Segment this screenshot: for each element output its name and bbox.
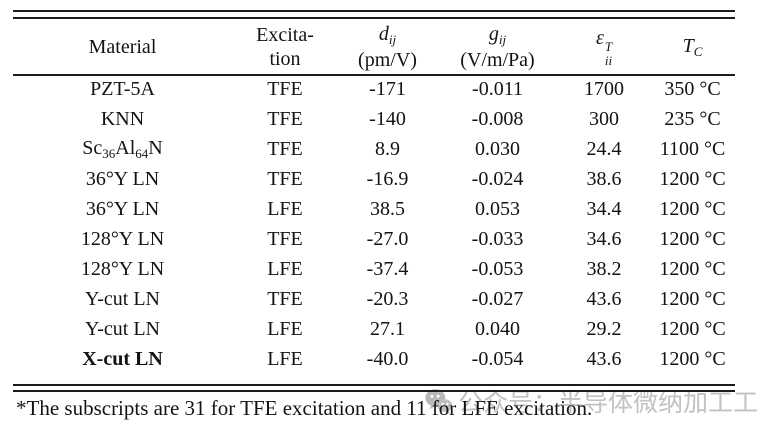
table-row: 36°Y LN LFE 38.5 0.053 34.4 1200 °C	[13, 194, 735, 224]
cell-d-coefficient: 38.5	[370, 197, 405, 220]
cell-excitation: TFE	[267, 77, 303, 100]
table-row: PZT-5A TFE -171 -0.011 1700 350 °C	[13, 74, 735, 104]
cell-curie-temperature: 1200 °C	[659, 287, 726, 310]
cell-curie-temperature: 235 °C	[664, 107, 721, 130]
table-row: X-cut LN LFE -40.0 -0.054 43.6 1200 °C	[13, 344, 735, 374]
cell-curie-temperature: 1200 °C	[659, 257, 726, 280]
cell-permittivity: 38.2	[586, 257, 622, 280]
cell-curie-temperature: 1200 °C	[659, 227, 726, 250]
cell-g-coefficient: -0.027	[471, 287, 524, 310]
header-material: Material	[88, 36, 157, 58]
cell-curie-temperature: 1200 °C	[659, 317, 726, 340]
cell-material: 36°Y LN	[85, 197, 160, 220]
cell-curie-temperature: 350 °C	[664, 77, 721, 100]
cell-permittivity: 300	[589, 107, 619, 130]
table-top-rule-1	[13, 10, 735, 12]
cell-d-coefficient: -40.0	[366, 347, 409, 370]
table-row: Y-cut LN TFE -20.3 -0.027 43.6 1200 °C	[13, 284, 735, 314]
table-header: Material Excita- tion dij (pm/V) gij (V/…	[13, 20, 735, 74]
cell-excitation: TFE	[267, 287, 303, 310]
cell-d-coefficient: -140	[369, 107, 406, 130]
watermark: 公众号：半导体微纳加工工厂	[424, 383, 758, 419]
table-row: Y-cut LN LFE 27.1 0.040 29.2 1200 °C	[13, 314, 735, 344]
cell-permittivity: 34.6	[586, 227, 622, 250]
cell-curie-temperature: 1100 °C	[659, 137, 726, 160]
cell-g-coefficient: -0.024	[471, 167, 524, 190]
cell-material: KNN	[100, 107, 145, 130]
materials-table: Material Excita- tion dij (pm/V) gij (V/…	[13, 20, 735, 374]
table-row: Sc36Al64N TFE 8.9 0.030 24.4 1100 °C	[13, 134, 735, 164]
cell-excitation: TFE	[267, 107, 303, 130]
cell-g-coefficient: -0.008	[471, 107, 524, 130]
cell-g-coefficient: 0.030	[475, 137, 520, 160]
cell-excitation: TFE	[267, 137, 303, 160]
table-row: KNN TFE -140 -0.008 300 235 °C	[13, 104, 735, 134]
table-footnote: *The subscripts are 31 for TFE excitatio…	[16, 396, 593, 420]
table-row: 36°Y LN TFE -16.9 -0.024 38.6 1200 °C	[13, 164, 735, 194]
table-header-rule	[13, 74, 735, 76]
cell-permittivity: 24.4	[586, 137, 622, 160]
table-row: 128°Y LN TFE -27.0 -0.033 34.6 1200 °C	[13, 224, 735, 254]
header-curie-temperature: TC	[682, 35, 703, 60]
cell-material: 36°Y LN	[85, 167, 160, 190]
cell-g-coefficient: -0.053	[471, 257, 524, 280]
cell-material: Y-cut LN	[85, 317, 160, 340]
cell-d-coefficient: 27.1	[370, 317, 405, 340]
cell-g-coefficient: -0.033	[471, 227, 524, 250]
cell-permittivity: 43.6	[586, 347, 622, 370]
table-bottom-rule-1	[13, 384, 735, 386]
header-row: Material Excita- tion dij (pm/V) gij (V/…	[13, 20, 735, 74]
header-excitation: Excita- tion	[256, 24, 314, 70]
cell-g-coefficient: -0.011	[472, 77, 523, 100]
cell-d-coefficient: 8.9	[375, 137, 400, 160]
cell-permittivity: 1700	[584, 77, 624, 100]
cell-excitation: TFE	[267, 227, 303, 250]
cell-permittivity: 34.4	[586, 197, 622, 220]
header-g-coefficient: gij (V/m/Pa)	[460, 23, 535, 71]
table-row: 128°Y LN LFE -37.4 -0.053 38.2 1200 °C	[13, 254, 735, 284]
table-bottom-rule-2	[13, 390, 735, 392]
cell-excitation: TFE	[267, 167, 303, 190]
cell-d-coefficient: -171	[369, 77, 406, 100]
cell-curie-temperature: 1200 °C	[659, 167, 726, 190]
wechat-icon	[425, 388, 453, 414]
cell-material: 128°Y LN	[80, 257, 165, 280]
table-top-rule-2	[13, 17, 735, 19]
cell-excitation: LFE	[267, 347, 303, 370]
cell-curie-temperature: 1200 °C	[659, 197, 726, 220]
cell-d-coefficient: -20.3	[366, 287, 409, 310]
cell-d-coefficient: -16.9	[366, 167, 409, 190]
watermark-text: 公众号：半导体微纳加工工厂	[458, 389, 758, 417]
cell-material: Sc36Al64N	[82, 136, 163, 161]
cell-g-coefficient: -0.054	[471, 347, 524, 370]
cell-material: X-cut LN	[82, 347, 163, 370]
header-d-coefficient: dij (pm/V)	[358, 23, 417, 71]
cell-excitation: LFE	[267, 197, 303, 220]
cell-material: Y-cut LN	[85, 287, 160, 310]
cell-excitation: LFE	[267, 317, 303, 340]
cell-material: 128°Y LN	[80, 227, 165, 250]
table-body: PZT-5A TFE -171 -0.011 1700 350 °C KNN TFE -140 -…	[13, 74, 735, 374]
cell-g-coefficient: 0.040	[475, 317, 520, 340]
cell-material: PZT-5A	[90, 77, 155, 100]
cell-permittivity: 43.6	[586, 287, 622, 310]
cell-excitation: LFE	[267, 257, 303, 280]
cell-g-coefficient: 0.053	[475, 197, 520, 220]
cell-d-coefficient: -37.4	[366, 257, 409, 280]
cell-permittivity: 38.6	[586, 167, 622, 190]
cell-curie-temperature: 1200 °C	[659, 347, 726, 370]
cell-d-coefficient: -27.0	[366, 227, 409, 250]
cell-permittivity: 29.2	[586, 317, 622, 340]
